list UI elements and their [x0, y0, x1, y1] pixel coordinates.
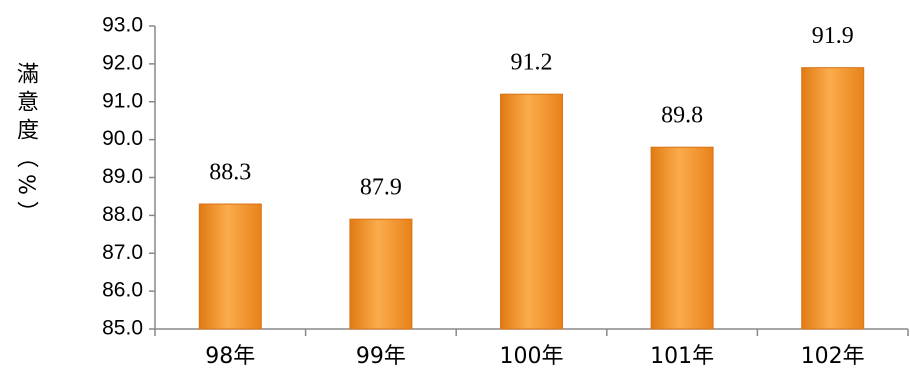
value-label: 87.9 [360, 175, 402, 201]
value-label: 91.2 [511, 50, 553, 76]
x-tick-label: 100年 [500, 344, 564, 369]
y-tick-label: 90.0 [102, 127, 143, 150]
y-tick-label: 89.0 [102, 165, 143, 188]
value-label: 89.8 [661, 103, 703, 129]
y-tick-label: 87.0 [102, 241, 143, 264]
bar [650, 146, 714, 330]
value-label: 88.3 [209, 160, 251, 186]
x-tick-label: 101年 [650, 344, 714, 369]
bar [349, 218, 413, 330]
bar [801, 67, 865, 330]
y-tick-label: 93.0 [102, 14, 143, 37]
y-tick-label: 85.0 [102, 317, 143, 340]
x-tick-label: 102年 [801, 344, 865, 369]
x-tick-label: 98年 [205, 344, 255, 369]
bar [500, 93, 563, 330]
y-axis-label: 滿意度（%） [13, 62, 39, 229]
x-tick-label: 99年 [356, 344, 406, 369]
value-label: 91.9 [812, 23, 854, 49]
y-tick-label: 91.0 [102, 89, 143, 112]
bar [198, 203, 262, 330]
y-tick-label: 88.0 [102, 203, 143, 226]
y-tick-label: 86.0 [102, 279, 143, 302]
y-tick-label: 92.0 [102, 51, 143, 74]
